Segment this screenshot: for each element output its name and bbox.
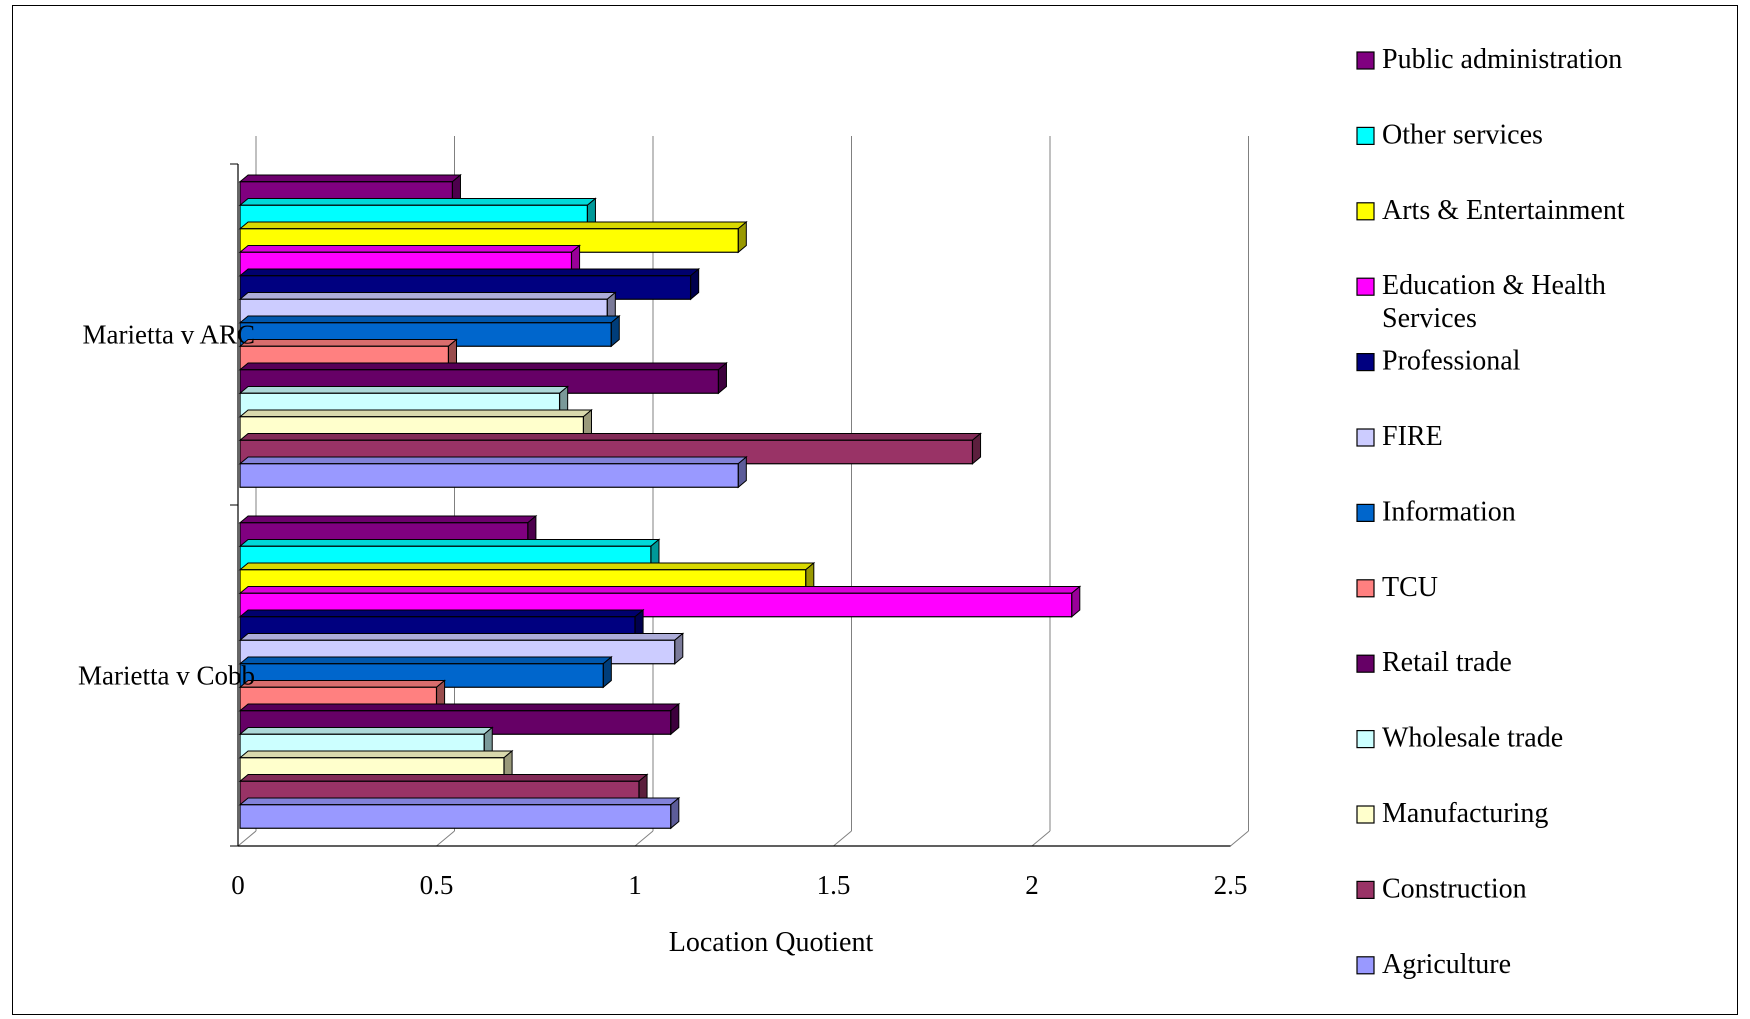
x-tick-label: 2 bbox=[1025, 870, 1039, 900]
x-tick-label: 0 bbox=[231, 870, 245, 900]
legend-label: Construction bbox=[1382, 873, 1527, 904]
legend-label: Retail trade bbox=[1382, 647, 1512, 678]
floor-gridline bbox=[1230, 830, 1249, 847]
chart-frame: 0 0.5 1 1.5 2 2.5 Marietta v ARC Marietta v Co… bbox=[12, 5, 1738, 1015]
x-tick-labels: 0 0.5 1 1.5 2 2.5 bbox=[231, 870, 1247, 900]
legend-label: Education & Health Services bbox=[1382, 270, 1606, 334]
bar bbox=[238, 455, 748, 489]
bars bbox=[238, 173, 1082, 830]
legend-label: TCU bbox=[1382, 572, 1438, 603]
x-tick-label: 0.5 bbox=[420, 870, 454, 900]
floor-gridline bbox=[833, 830, 852, 847]
legend-label: Agriculture bbox=[1382, 949, 1511, 980]
category-labels: Marietta v ARC Marietta v Cobb bbox=[78, 320, 255, 691]
legend-item: TCU bbox=[1356, 572, 1438, 603]
x-tick-label: 1 bbox=[628, 870, 642, 900]
legend-item: Public administration bbox=[1356, 44, 1622, 75]
floor-gridline bbox=[436, 830, 455, 847]
bar-chart: 0 0.5 1 1.5 2 2.5 Marietta v ARC Marietta v Co… bbox=[78, 44, 1625, 980]
category-label: Marietta v ARC bbox=[83, 320, 255, 350]
legend-label: Public administration bbox=[1382, 44, 1622, 75]
bar bbox=[238, 702, 681, 736]
legend-swatch bbox=[1356, 956, 1375, 975]
legend-label: FIRE bbox=[1382, 421, 1443, 452]
legend-item: Information bbox=[1356, 496, 1516, 527]
legend-item: Manufacturing bbox=[1356, 798, 1548, 829]
legend-label: Manufacturing bbox=[1382, 798, 1548, 829]
legend-swatch bbox=[1356, 202, 1375, 221]
category-label: Marietta v Cobb bbox=[78, 661, 255, 691]
floor-gridline bbox=[634, 830, 654, 847]
legend-item: Wholesale trade bbox=[1356, 723, 1563, 754]
legend-label: Arts & Entertainment bbox=[1382, 195, 1625, 226]
legend-swatch bbox=[1356, 503, 1375, 522]
legend-item: Other services bbox=[1356, 119, 1543, 150]
axes bbox=[230, 163, 1231, 847]
x-tick-label: 1.5 bbox=[817, 870, 851, 900]
legend-swatch bbox=[1356, 805, 1375, 824]
legend-swatch bbox=[1356, 428, 1375, 447]
floor-gridline bbox=[1031, 830, 1051, 847]
legend-swatch bbox=[1356, 729, 1375, 749]
legend-item: Arts & Entertainment bbox=[1356, 195, 1625, 226]
legend-label: Professional bbox=[1382, 346, 1521, 377]
legend-label: Wholesale trade bbox=[1382, 723, 1563, 754]
legend-swatch bbox=[1356, 126, 1375, 146]
floor-gridline bbox=[237, 830, 257, 847]
legend-item: Agriculture bbox=[1356, 949, 1511, 980]
legend-item: Professional bbox=[1356, 346, 1521, 377]
legend-swatch bbox=[1356, 579, 1375, 598]
bar bbox=[238, 796, 681, 830]
legend-item: FIRE bbox=[1356, 421, 1443, 452]
legend-swatch bbox=[1356, 654, 1375, 673]
legend-swatch bbox=[1356, 51, 1375, 70]
legend-item: Retail trade bbox=[1356, 647, 1512, 678]
legend: Public administration Other services Arts … bbox=[1356, 44, 1625, 980]
x-tick-label: 2.5 bbox=[1214, 870, 1248, 900]
x-axis-title: Location Quotient bbox=[669, 927, 874, 958]
legend-item: Construction bbox=[1356, 873, 1527, 904]
legend-label: Other services bbox=[1382, 119, 1543, 150]
legend-swatch bbox=[1356, 277, 1375, 296]
legend-label: Information bbox=[1382, 496, 1516, 527]
legend-swatch bbox=[1356, 880, 1375, 900]
legend-swatch bbox=[1356, 353, 1375, 372]
legend-item: Education & Health Services bbox=[1356, 270, 1606, 334]
